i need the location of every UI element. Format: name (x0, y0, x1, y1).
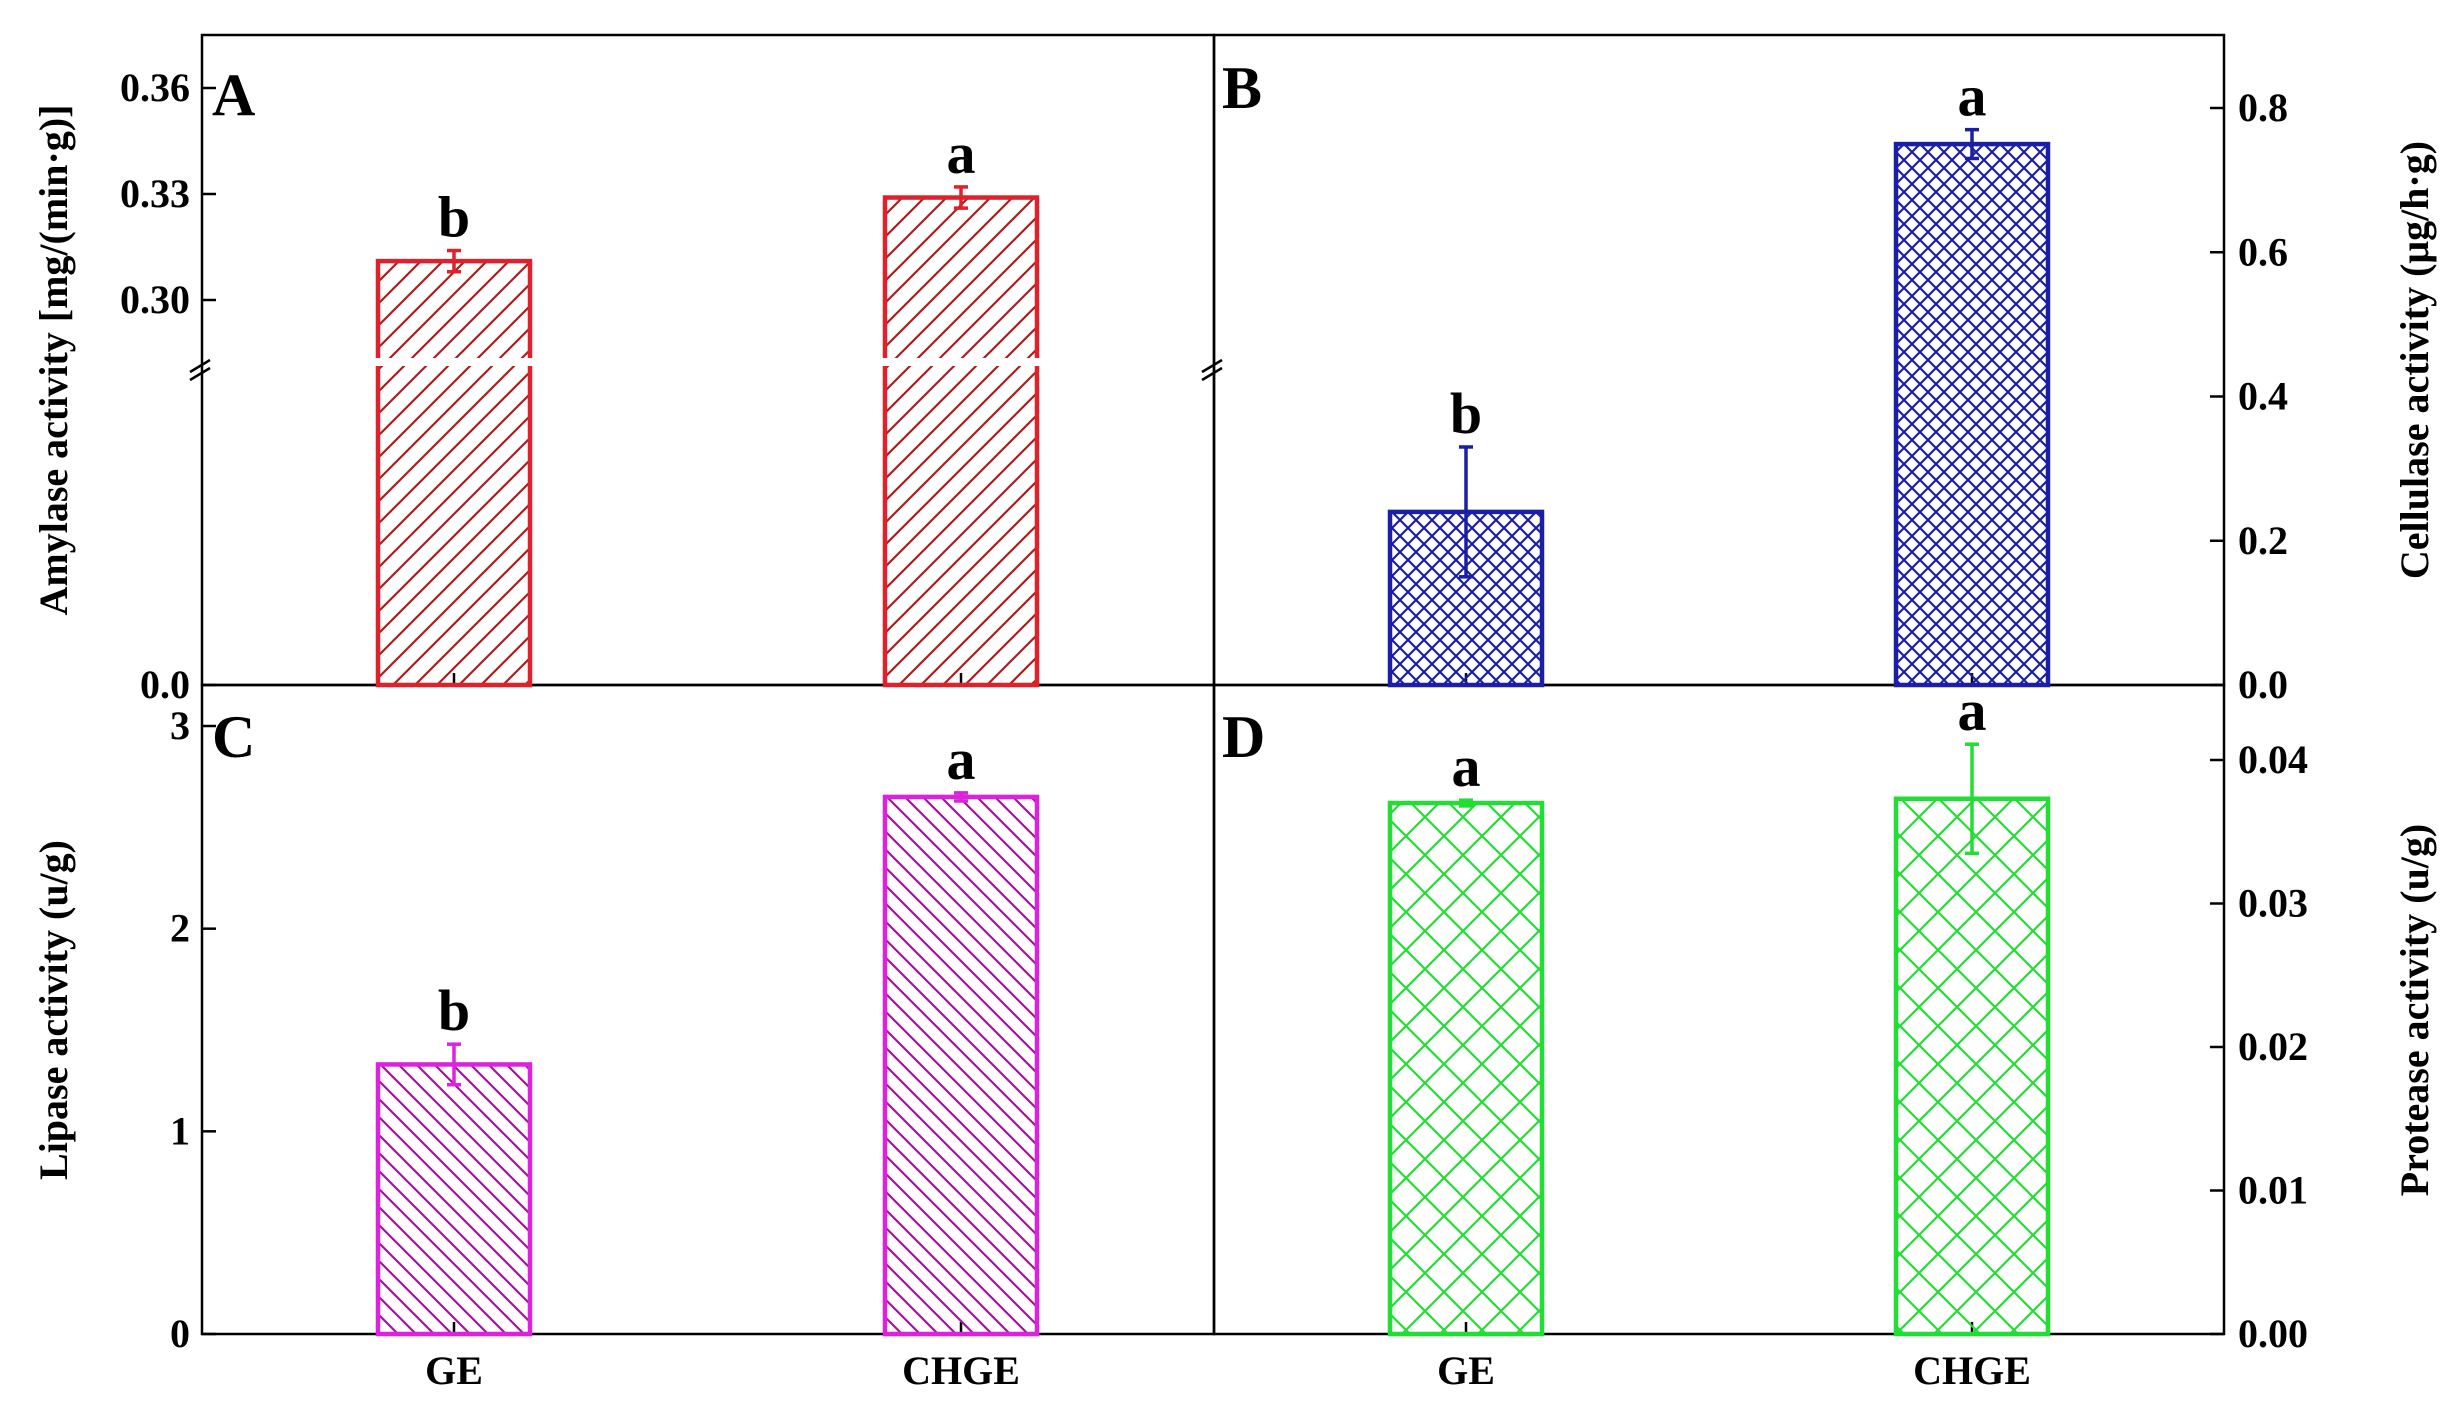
panel-d-sig-chge: a (1958, 678, 1987, 743)
panel-b-ytick-label: 0.0 (2238, 662, 2288, 707)
panel-d-ytick-label: 0.04 (2238, 737, 2308, 782)
panel-a-ytick-label: 0.36 (120, 65, 190, 110)
panel-b-axis-break (1201, 358, 1223, 382)
panel-c-xtick-chge: CHGE (902, 1348, 1020, 1393)
panel-b-ylabel: Cellulase activity (μg/h·g) (2392, 141, 2437, 579)
panel-b-frame (1212, 33, 2226, 687)
panel-d-ytick-label: 0.01 (2238, 1168, 2308, 1213)
panel-d-ytick-label: 0.03 (2238, 881, 2308, 926)
panel-a-bar-break-gap (374, 358, 534, 366)
panel-b-ytick-label: 0.4 (2238, 374, 2288, 419)
panel-b-sig-chge: a (1958, 64, 1987, 129)
panel-d-xtick-chge: CHGE (1913, 1348, 2031, 1393)
panel-d-xtick-ge: GE (1437, 1348, 1495, 1393)
panel-c-ytick-label: 3 (170, 703, 190, 748)
panel-a-letter: A (212, 62, 255, 128)
panel-a-sig-chge: a (947, 121, 976, 186)
panel-d-ylabel: Protease activity (u/g) (2392, 824, 2437, 1196)
panel-a-sig-ge: b (438, 185, 470, 250)
panel-c-frame (200, 683, 1216, 1336)
panel-d-letter: D (1222, 704, 1265, 770)
panel-b-bar-chge (1893, 141, 2051, 688)
panel-d-sig-ge: a (1452, 734, 1481, 799)
panel-a-ytick-label: 0.30 (120, 277, 190, 322)
panel-c-ytick-label: 1 (170, 1108, 190, 1153)
panel-a-frame (200, 33, 1216, 687)
panel-b-sig-ge: b (1450, 381, 1482, 446)
panel-c-sig-chge: a (947, 727, 976, 792)
panel-c-ytick-label: 2 (170, 906, 190, 951)
panel-d-ytick-label: 0.02 (2238, 1024, 2308, 1069)
panel-d-bar-chge (1893, 796, 2051, 1337)
panel-d-ytick-label: 0.00 (2238, 1311, 2308, 1356)
panel-d-frame (1212, 683, 2226, 1336)
panel-c-xtick-ge: GE (425, 1348, 483, 1393)
panel-a-axis-break (189, 358, 211, 382)
panel-b-ytick-label: 0.2 (2238, 518, 2288, 563)
panel-a-ytick-label: 0.0 (140, 662, 190, 707)
panel-c-sig-ge: b (438, 978, 470, 1043)
panel-a-bar-break-gap (881, 358, 1041, 366)
panel-b-ytick-label: 0.6 (2238, 229, 2288, 274)
panel-a-ytick-label: 0.33 (120, 171, 190, 216)
panel-c-bar-chge (882, 794, 1040, 1337)
panel-c-letter: C (212, 704, 255, 770)
panel-a-ylabel: Amylase activity [mg/(min·g)] (31, 105, 76, 616)
panel-c-ylabel: Lipase activity (u/g) (31, 840, 76, 1180)
panel-b-ytick-label: 0.8 (2238, 85, 2288, 130)
panel-c-bar-ge (375, 1062, 533, 1337)
panel-a-bar-ge (375, 258, 533, 688)
panel-c-ytick-label: 0 (170, 1311, 190, 1356)
panel-b-letter: B (1222, 55, 1262, 121)
panel-d-bar-ge (1387, 800, 1545, 1337)
panel-a-bar-chge (882, 195, 1040, 688)
